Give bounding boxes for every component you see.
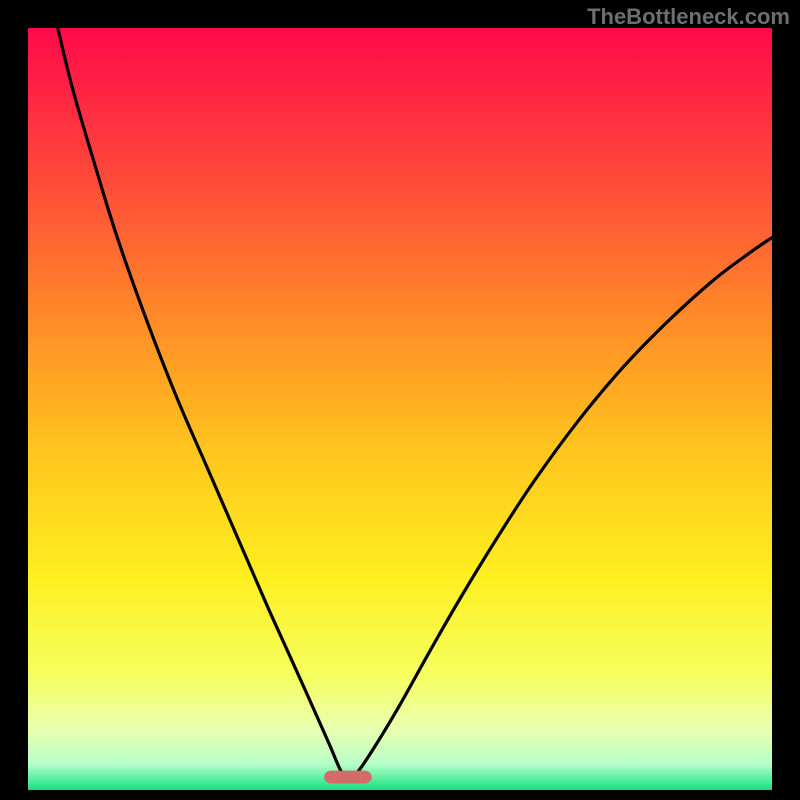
optimal-range-marker — [324, 771, 372, 784]
plot-gradient — [28, 28, 772, 790]
bottleneck-chart: TheBottleneck.com — [0, 0, 800, 800]
chart-svg — [0, 0, 800, 800]
